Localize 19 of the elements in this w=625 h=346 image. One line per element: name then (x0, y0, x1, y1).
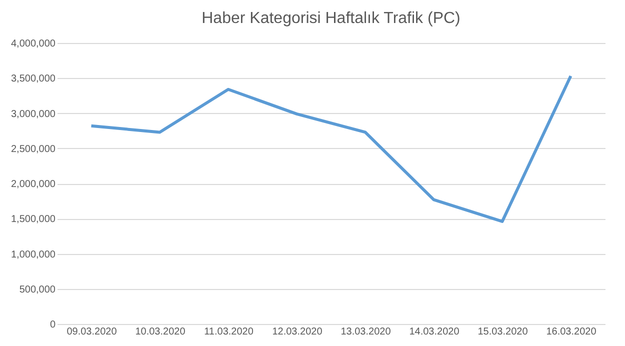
chart-title: Haber Kategorisi Haftalık Trafik (PC) (202, 10, 460, 27)
line-series (90, 74, 572, 223)
y-tick-label: 500,000 (19, 284, 56, 296)
x-tick-label: 11.03.2020 (204, 326, 254, 338)
y-tick-label: 3,500,000 (11, 74, 56, 85)
x-tick-label: 09.03.2020 (66, 326, 118, 338)
x-tick-label: 14.03.2020 (409, 326, 460, 338)
y-tick-label: 3,000,000 (11, 108, 56, 120)
y-tick-label: 2,500,000 (11, 144, 56, 155)
y-tick-label: 0 (50, 320, 56, 330)
x-tick-label: 12.03.2020 (272, 326, 323, 338)
x-tick-label: 10.03.2020 (135, 326, 186, 338)
y-tick-label: 1,500,000 (11, 214, 56, 226)
y-tick-label: 1,000,000 (11, 249, 56, 260)
y-tick-label: 2,000,000 (11, 179, 56, 190)
x-tick-label: 15.03.2020 (478, 326, 528, 338)
y-tick-label: 4,000,000 (11, 38, 56, 50)
x-tick-label: 16.03.2020 (546, 326, 597, 338)
x-tick-label: 13.03.2020 (340, 326, 392, 338)
